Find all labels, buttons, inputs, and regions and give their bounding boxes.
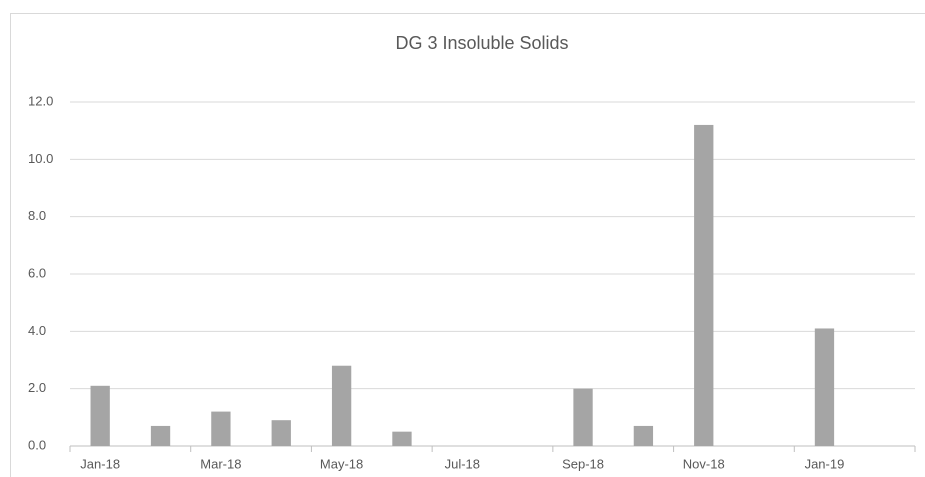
bar xyxy=(331,365,352,446)
x-tick-label: Nov-18 xyxy=(683,456,725,471)
y-tick-label: 0.0 xyxy=(28,437,46,452)
y-tick-label: 2.0 xyxy=(28,380,46,395)
bar xyxy=(392,431,412,446)
y-tick-label: 6.0 xyxy=(28,265,46,280)
x-tick-label: May-18 xyxy=(320,456,363,471)
x-tick-label: Jan-18 xyxy=(80,456,120,471)
y-tick-label: 4.0 xyxy=(28,323,46,338)
bar xyxy=(573,388,593,446)
x-tick-label: Mar-18 xyxy=(200,456,241,471)
bar xyxy=(211,411,231,446)
bar xyxy=(271,420,291,446)
y-tick-label: 12.0 xyxy=(28,93,53,108)
chart-border xyxy=(10,13,925,477)
y-tick-label: 8.0 xyxy=(28,208,46,223)
bar xyxy=(150,425,171,446)
bar xyxy=(814,328,835,446)
bar xyxy=(90,385,110,446)
chart-title: DG 3 Insoluble Solids xyxy=(395,33,568,53)
x-tick-label: Jul-18 xyxy=(445,456,480,471)
x-tick-label: Jan-19 xyxy=(805,456,845,471)
y-tick-label: 10.0 xyxy=(28,151,53,166)
bar xyxy=(694,124,714,446)
bar xyxy=(633,425,654,446)
x-tick-label: Sep-18 xyxy=(562,456,604,471)
